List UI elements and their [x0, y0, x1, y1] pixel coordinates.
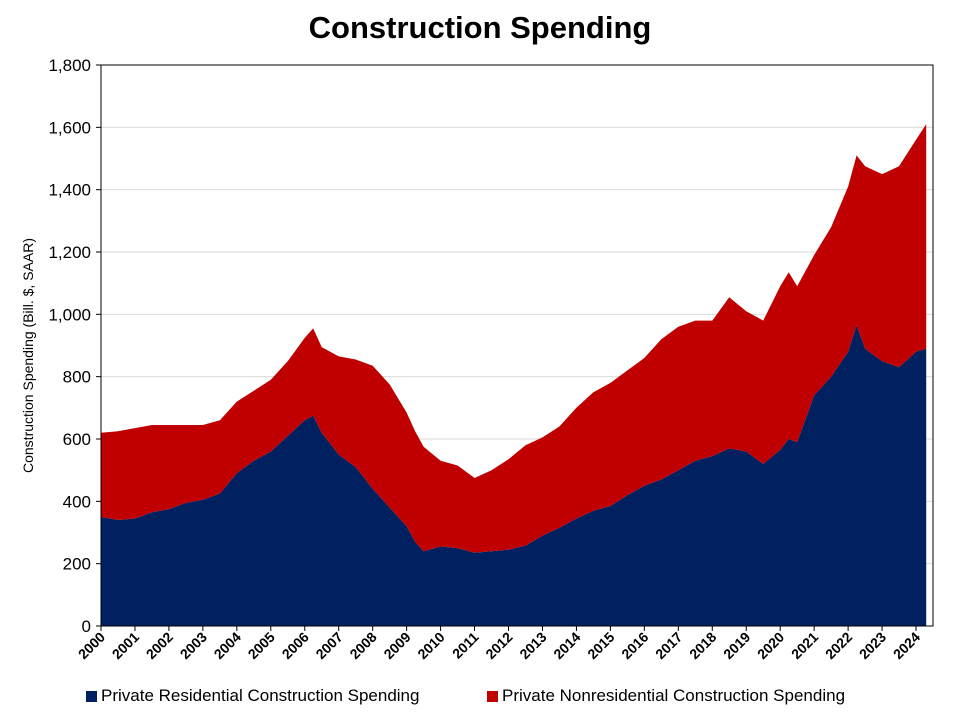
area-residential: [101, 325, 927, 626]
x-tick-label: 2006: [279, 629, 312, 662]
x-tick-label: 2002: [143, 629, 176, 662]
x-tick-label: 2008: [346, 629, 379, 662]
area-series: [101, 124, 927, 626]
x-tick-label: 2014: [550, 629, 583, 662]
x-tick-label: 2019: [720, 629, 753, 662]
x-tick-label: 2021: [788, 629, 821, 662]
legend-swatch-nonresidential: [487, 690, 498, 702]
x-tick-label: 2013: [516, 629, 549, 662]
x-tick-label: 2016: [618, 629, 651, 662]
y-tick-label: 200: [63, 555, 91, 574]
x-tick-label: 2020: [754, 629, 787, 662]
x-tick-label: 2015: [584, 629, 617, 662]
y-tick-label: 0: [82, 617, 91, 636]
x-tick-label: 2010: [414, 629, 447, 662]
x-tick-labels: 2000 2001 2002 2003 2004 2005 2006 2007 2008 2009…: [75, 626, 923, 662]
legend-label-residential: Private Residential Construction Spendin…: [101, 686, 420, 705]
y-tick-label: 1,400: [48, 181, 91, 200]
legend: Private Residential Construction Spendin…: [0, 686, 960, 710]
plot-frame: [100, 64, 934, 627]
x-tick-label: 2000: [75, 629, 108, 662]
x-tick-label: 2018: [686, 629, 719, 662]
x-tick-label: 2001: [109, 629, 142, 662]
chart-title: Construction Spending: [308, 10, 652, 45]
legend-item-nonresidential: Private Nonresidential Construction Spen…: [487, 686, 845, 706]
y-tick-label: 800: [63, 368, 91, 387]
x-tick-label: 2003: [177, 629, 210, 662]
x-tick-label: 2012: [482, 629, 515, 662]
y-axis-label: Construction Spending (Bill. $, SAAR): [20, 238, 36, 473]
x-tick-label: 2011: [449, 629, 482, 662]
y-tick-label: 1,800: [48, 56, 91, 75]
y-tick-label: 1,200: [48, 243, 91, 262]
x-tick-label: 2022: [822, 629, 855, 662]
y-tick-label: 1,600: [48, 118, 91, 137]
x-tick-label: 2024: [890, 629, 923, 662]
x-tick-label: 2007: [312, 629, 345, 662]
y-tick-labels: 0 200 400 600 800 1,000 1,200 1,400 1,600 1,800: [48, 56, 101, 636]
legend-item-residential: Private Residential Construction Spendin…: [86, 686, 419, 706]
x-tick-label: 2017: [652, 629, 685, 662]
x-tick-label: 2005: [245, 629, 278, 662]
axes: [100, 64, 934, 627]
legend-swatch-residential: [86, 690, 97, 702]
y-tick-label: 400: [63, 492, 91, 511]
legend-label-nonresidential: Private Nonresidential Construction Spen…: [502, 686, 846, 705]
x-tick-label: 2004: [211, 629, 244, 662]
y-tick-label: 600: [63, 430, 91, 449]
y-tick-label: 1,000: [48, 305, 91, 324]
x-tick-label: 2023: [856, 629, 889, 662]
area-nonresidential: [101, 124, 927, 553]
x-tick-label: 2009: [380, 629, 413, 662]
